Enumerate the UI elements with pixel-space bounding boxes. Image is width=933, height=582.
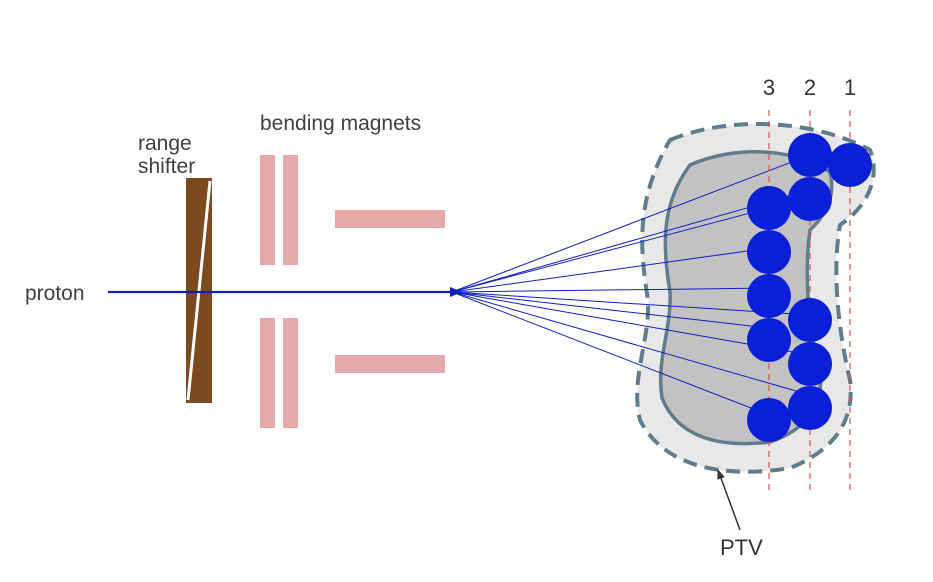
bending-magnets: bending magnets — [260, 112, 445, 428]
bending-magnets-label: bending magnets — [260, 112, 421, 135]
spot — [747, 274, 791, 318]
ptv-label: PTV — [720, 535, 763, 560]
spot — [828, 143, 872, 187]
layer-label: 1 — [844, 75, 856, 100]
layer-label: 3 — [763, 75, 775, 100]
layer-label: 2 — [804, 75, 816, 100]
spot — [747, 186, 791, 230]
range-shifter: rangeshifter — [138, 132, 212, 403]
ptv-pointer — [718, 470, 740, 530]
spot — [788, 342, 832, 386]
spot — [747, 318, 791, 362]
spot — [747, 398, 791, 442]
proton-label: proton — [25, 282, 85, 305]
range-shifter-label: rangeshifter — [138, 132, 195, 178]
spot — [788, 133, 832, 177]
spot — [788, 386, 832, 430]
spot — [747, 230, 791, 274]
spot — [788, 177, 832, 221]
spot — [788, 298, 832, 342]
